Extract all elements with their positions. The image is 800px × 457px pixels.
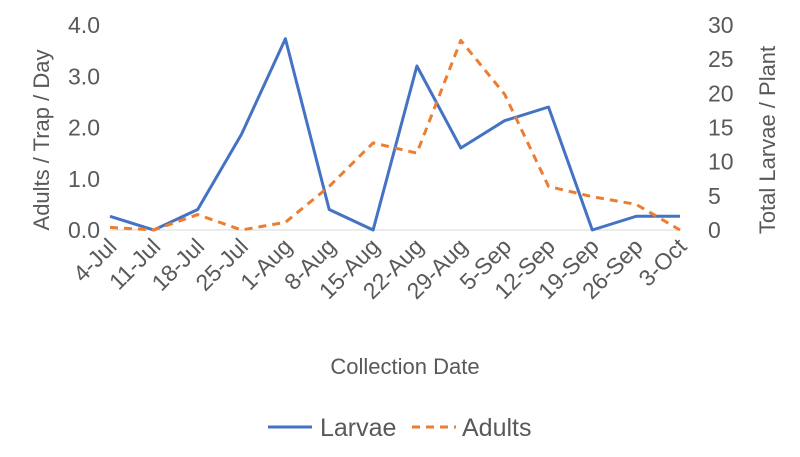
y-right-tick-label: 10 [708, 149, 734, 175]
y-axis-right-title: Total Larvae / Plant [755, 46, 780, 234]
series-line-larvae [109, 37, 680, 232]
x-axis-title: Collection Date [330, 354, 479, 379]
y-axis-left-title: Adults / Trap / Day [29, 50, 54, 231]
legend: Larvae Adults [268, 414, 531, 442]
y-right-tick-label: 20 [708, 80, 734, 106]
x-axis-ticks: 4-Jul11-Jul18-Jul25-Jul1-Aug8-Aug15-Aug2… [68, 233, 692, 304]
y-left-tick-label: 2.0 [68, 115, 100, 141]
right-axis-ticks: 0 5 10 15 20 25 30 [708, 12, 734, 243]
y-left-tick-label: 1.0 [68, 166, 100, 192]
y-left-tick-label: 0.0 [68, 217, 100, 243]
x-tick-label: 3-Oct [633, 233, 692, 292]
series-layer [109, 37, 681, 232]
legend-label-adults: Adults [462, 414, 531, 442]
left-axis-ticks: 0.0 1.0 2.0 3.0 4.0 [68, 12, 100, 243]
y-right-tick-label: 15 [708, 115, 734, 141]
y-right-tick-label: 30 [708, 12, 734, 38]
y-left-tick-label: 4.0 [68, 12, 100, 38]
y-right-tick-label: 25 [708, 46, 734, 72]
series-line-adults [109, 38, 681, 232]
y-right-tick-label: 0 [708, 217, 721, 243]
legend-label-larvae: Larvae [320, 414, 396, 442]
y-right-tick-label: 5 [708, 183, 721, 209]
y-left-tick-label: 3.0 [68, 63, 100, 89]
